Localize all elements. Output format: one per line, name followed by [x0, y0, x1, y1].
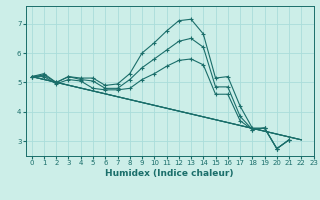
- X-axis label: Humidex (Indice chaleur): Humidex (Indice chaleur): [105, 169, 234, 178]
